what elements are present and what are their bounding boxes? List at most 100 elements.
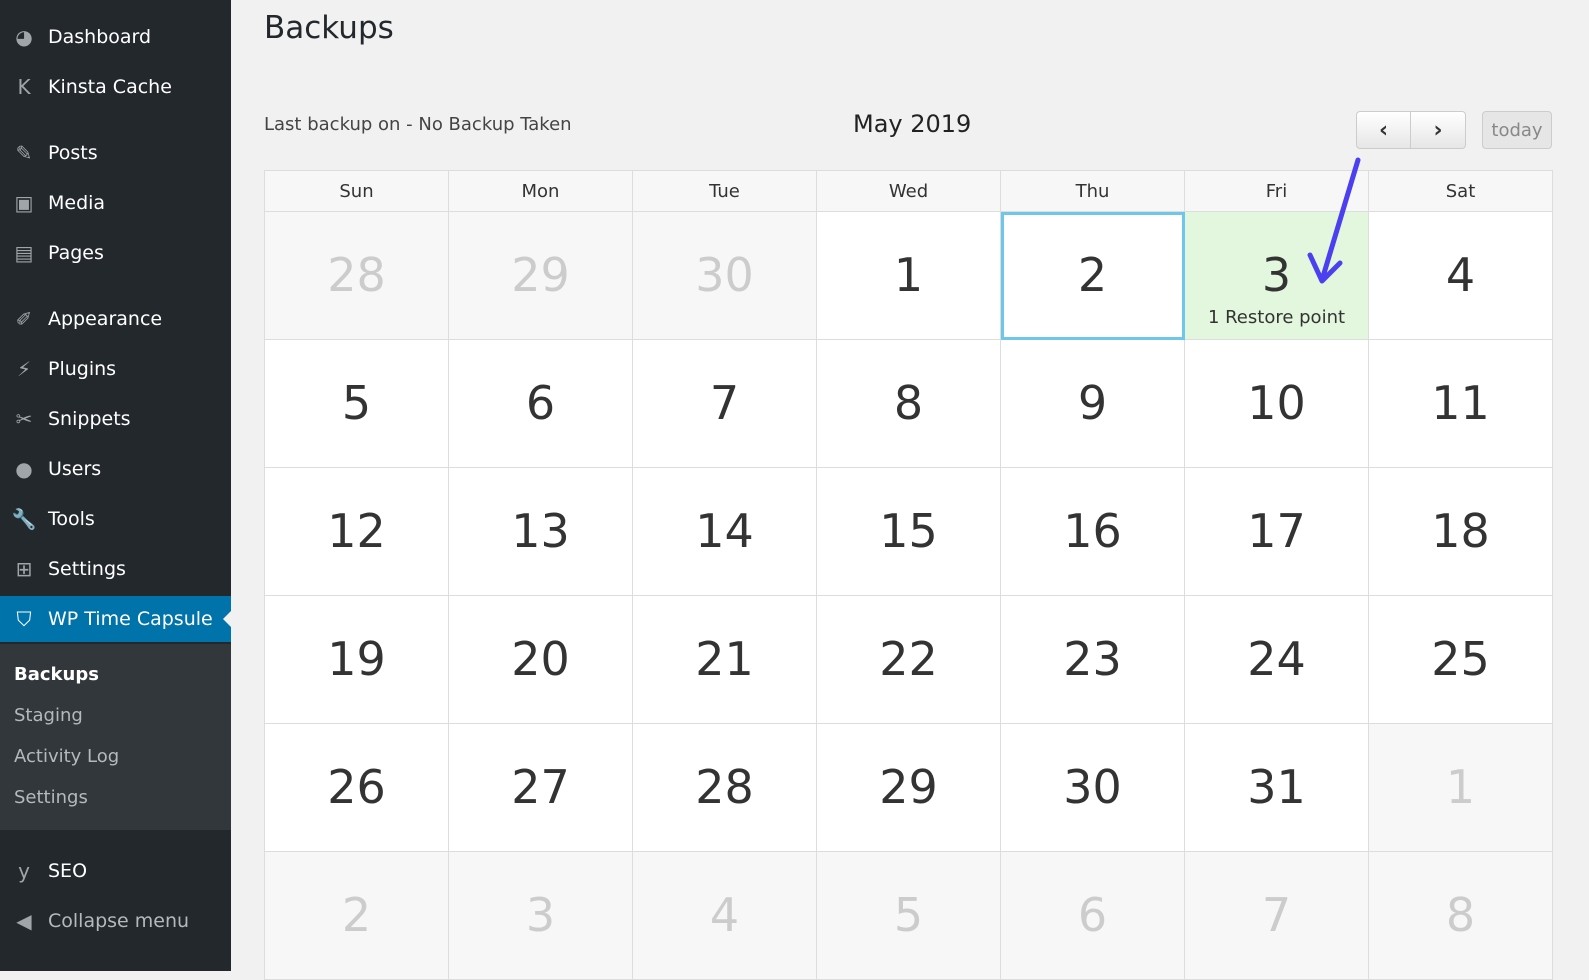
wrench-icon: 🔧: [11, 507, 37, 531]
day-number: 23: [1063, 632, 1122, 686]
dashboard-icon: ◕: [15, 25, 33, 49]
submenu-item-activity-log[interactable]: Activity Log: [14, 746, 120, 767]
wptc-submenu: Backups Staging Activity Log Settings: [0, 644, 231, 830]
sidebar-item-media[interactable]: ▣ Media: [0, 180, 231, 226]
day-cell[interactable]: 30: [633, 212, 817, 340]
day-number: 10: [1247, 376, 1306, 430]
day-number: 5: [341, 376, 372, 430]
sidebar-item-pages[interactable]: ▤ Pages: [0, 230, 231, 276]
day-number: 3: [1261, 248, 1292, 302]
weekday-wed: Wed: [817, 170, 1001, 212]
day-cell[interactable]: 5: [265, 340, 449, 468]
restore-point-link[interactable]: 1 Restore point: [1207, 307, 1346, 328]
day-cell[interactable]: 18: [1369, 468, 1553, 596]
day-cell[interactable]: 16: [1001, 468, 1185, 596]
day-cell[interactable]: 5: [817, 852, 1001, 980]
day-cell[interactable]: 29: [817, 724, 1001, 852]
sidebar-item-kinsta-cache[interactable]: K Kinsta Cache: [0, 64, 231, 110]
day-number: 2: [1077, 248, 1108, 302]
submenu-item-staging[interactable]: Staging: [14, 705, 83, 726]
media-icon: ▣: [14, 191, 34, 215]
sidebar-item-snippets[interactable]: ✂ Snippets: [0, 396, 231, 442]
day-cell[interactable]: 8: [817, 340, 1001, 468]
day-cell[interactable]: 21: [633, 596, 817, 724]
day-cell[interactable]: 3: [449, 852, 633, 980]
day-cell[interactable]: 31: [1185, 724, 1369, 852]
weekday-fri: Fri: [1185, 170, 1369, 212]
chevron-left-icon: ‹: [1378, 117, 1389, 143]
day-number: 18: [1431, 504, 1490, 558]
sidebar-item-label: Settings: [48, 558, 126, 580]
day-number: 7: [709, 376, 740, 430]
day-number: 5: [893, 888, 924, 942]
day-cell[interactable]: 6: [449, 340, 633, 468]
sidebar-item-appearance[interactable]: ✐ Appearance: [0, 296, 231, 342]
annotation-arrow-icon: [1307, 157, 1361, 284]
day-cell[interactable]: 6: [1001, 852, 1185, 980]
page-title: Backups: [264, 10, 394, 46]
day-cell[interactable]: 1: [817, 212, 1001, 340]
day-cell[interactable]: 28: [265, 212, 449, 340]
day-number: 27: [511, 760, 570, 814]
day-cell[interactable]: 2: [1001, 212, 1185, 340]
day-cell[interactable]: 4: [1369, 212, 1553, 340]
day-number: 21: [695, 632, 754, 686]
sidebar-item-users[interactable]: ● Users: [0, 446, 231, 492]
day-cell[interactable]: 14: [633, 468, 817, 596]
day-cell[interactable]: 12: [265, 468, 449, 596]
submenu-item-backups[interactable]: Backups: [14, 664, 99, 685]
sidebar-item-settings[interactable]: ⊞ Settings: [0, 546, 231, 592]
day-number: 24: [1247, 632, 1306, 686]
day-cell[interactable]: 8: [1369, 852, 1553, 980]
day-number: 6: [525, 376, 556, 430]
submenu-item-settings[interactable]: Settings: [14, 787, 88, 808]
weekday-thu: Thu: [1001, 170, 1185, 212]
day-cell[interactable]: 15: [817, 468, 1001, 596]
day-number: 7: [1261, 888, 1292, 942]
day-cell[interactable]: 19: [265, 596, 449, 724]
sidebar-item-wp-time-capsule[interactable]: ⛉ WP Time Capsule: [0, 596, 231, 642]
day-cell[interactable]: 2: [265, 852, 449, 980]
day-number: 4: [1445, 248, 1476, 302]
sidebar-item-collapse-menu[interactable]: ◀ Collapse menu: [0, 898, 231, 944]
day-cell[interactable]: 9: [1001, 340, 1185, 468]
day-cell[interactable]: 11: [1369, 340, 1553, 468]
day-number: 8: [1445, 888, 1476, 942]
kinsta-icon: K: [17, 75, 31, 99]
day-cell[interactable]: 22: [817, 596, 1001, 724]
day-number: 16: [1063, 504, 1122, 558]
user-icon: ●: [15, 457, 33, 481]
day-cell[interactable]: 28: [633, 724, 817, 852]
day-number: 28: [327, 248, 386, 302]
weekday-header: Sun Mon Tue Wed Thu Fri Sat: [265, 170, 1553, 212]
today-button[interactable]: today: [1482, 111, 1552, 149]
sidebar-item-tools[interactable]: 🔧 Tools: [0, 496, 231, 542]
day-cell[interactable]: 7: [1185, 852, 1369, 980]
day-number: 2: [341, 888, 372, 942]
day-number: 17: [1247, 504, 1306, 558]
day-cell[interactable]: 25: [1369, 596, 1553, 724]
day-cell[interactable]: 7: [633, 340, 817, 468]
day-cell[interactable]: 30: [1001, 724, 1185, 852]
day-cell[interactable]: 20: [449, 596, 633, 724]
sidebar-item-posts[interactable]: ✎ Posts: [0, 130, 231, 176]
day-number: 13: [511, 504, 570, 558]
day-cell[interactable]: 17: [1185, 468, 1369, 596]
day-cell[interactable]: 24: [1185, 596, 1369, 724]
day-cell[interactable]: 1: [1369, 724, 1553, 852]
next-month-button[interactable]: ›: [1410, 111, 1466, 149]
day-cell[interactable]: 23: [1001, 596, 1185, 724]
day-cell[interactable]: 13: [449, 468, 633, 596]
day-cell[interactable]: 29: [449, 212, 633, 340]
sidebar-item-seo[interactable]: y SEO: [0, 848, 231, 894]
day-cell[interactable]: 26: [265, 724, 449, 852]
day-cell[interactable]: 10: [1185, 340, 1369, 468]
day-cell[interactable]: 27: [449, 724, 633, 852]
day-cell[interactable]: 4: [633, 852, 817, 980]
shield-icon: ⛉: [16, 607, 32, 631]
sidebar-item-label: Media: [48, 192, 106, 214]
sidebar-item-plugins[interactable]: ⚡ Plugins: [0, 346, 231, 392]
sidebar-item-dashboard[interactable]: ◕ Dashboard: [0, 14, 231, 60]
prev-month-button[interactable]: ‹: [1356, 111, 1411, 149]
week-row: 12 13 14 15 16 17 18: [265, 468, 1553, 596]
